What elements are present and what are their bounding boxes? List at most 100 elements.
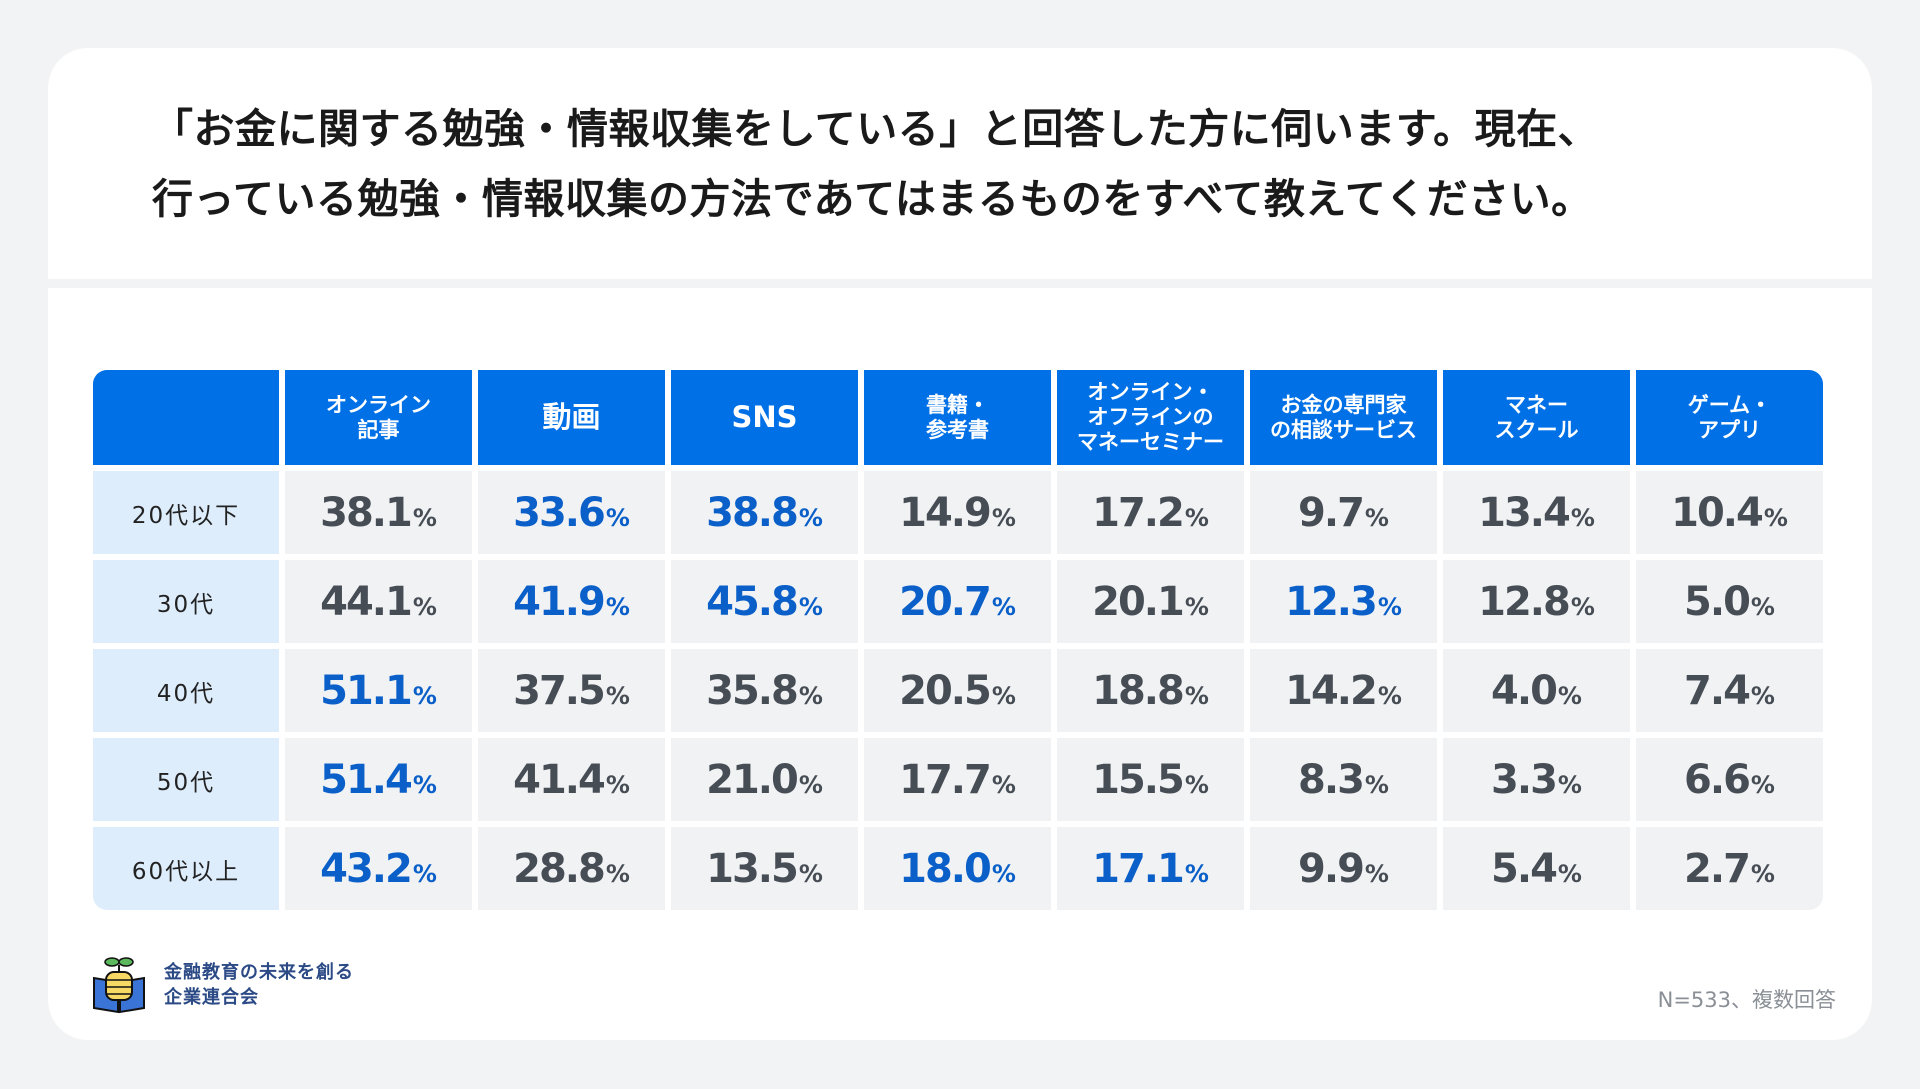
percentage-number: 35.8 bbox=[706, 667, 799, 714]
percentage-value: 38.1% bbox=[320, 490, 437, 536]
column-header: SNS bbox=[671, 370, 858, 465]
percentage-value: 17.7% bbox=[899, 757, 1016, 803]
percent-sign: % bbox=[1377, 592, 1402, 621]
percentage-number: 18.8 bbox=[1092, 667, 1185, 714]
percentage-number: 5.0 bbox=[1684, 578, 1751, 625]
percent-sign: % bbox=[1750, 592, 1775, 621]
percentage-number: 12.8 bbox=[1478, 578, 1571, 625]
percentage-value: 20.7% bbox=[899, 579, 1016, 625]
table-cell: 4.0% bbox=[1443, 649, 1630, 732]
percentage-number: 37.5 bbox=[513, 667, 606, 714]
percent-sign: % bbox=[412, 681, 437, 710]
table-cell: 41.9% bbox=[478, 560, 665, 643]
table-cell: 21.0% bbox=[671, 738, 858, 821]
percentage-number: 38.8 bbox=[706, 489, 799, 536]
percentage-number: 3.3 bbox=[1491, 756, 1558, 803]
table-cell: 45.8% bbox=[671, 560, 858, 643]
table-cell: 43.2% bbox=[285, 827, 472, 910]
row-label: 30代 bbox=[93, 560, 279, 643]
column-header-line: SNS bbox=[731, 400, 798, 434]
column-header: ゲーム・ アプリ bbox=[1636, 370, 1823, 465]
table-cell: 12.3% bbox=[1250, 560, 1437, 643]
column-header: お金の専門家 の相談サービス bbox=[1250, 370, 1437, 465]
percentage-number: 44.1 bbox=[320, 578, 413, 625]
percentage-number: 14.9 bbox=[899, 489, 992, 536]
percentage-value: 9.7% bbox=[1298, 490, 1389, 536]
table-cell: 8.3% bbox=[1250, 738, 1437, 821]
percentage-value: 3.3% bbox=[1491, 757, 1582, 803]
percentage-number: 8.3 bbox=[1298, 756, 1365, 803]
table-cell: 13.4% bbox=[1443, 471, 1630, 554]
percentage-number: 13.4 bbox=[1478, 489, 1571, 536]
percentage-number: 5.4 bbox=[1491, 845, 1558, 892]
percentage-number: 14.2 bbox=[1285, 667, 1378, 714]
table-cell: 28.8% bbox=[478, 827, 665, 910]
table-cell: 51.1% bbox=[285, 649, 472, 732]
column-header-line: の相談サービス bbox=[1270, 417, 1417, 442]
table-cell: 17.2% bbox=[1057, 471, 1244, 554]
table-row: 30代 44.1% 41.9% 45.8% 20.7% 20.1% 12.3% 12.8% 5.… bbox=[93, 560, 1823, 643]
percent-sign: % bbox=[1557, 770, 1582, 799]
percent-sign: % bbox=[991, 503, 1016, 532]
column-header-line: マネー bbox=[1505, 392, 1568, 417]
column-header-line: アプリ bbox=[1698, 417, 1761, 442]
survey-card: 「お金に関する勉強・情報収集をしている」と回答した方に伺います。現在、 行ってい… bbox=[48, 48, 1872, 1040]
percentage-value: 21.0% bbox=[706, 757, 823, 803]
percentage-number: 17.1 bbox=[1092, 845, 1185, 892]
percentage-number: 13.5 bbox=[706, 845, 799, 892]
percentage-number: 21.0 bbox=[706, 756, 799, 803]
percentage-value: 51.1% bbox=[320, 668, 437, 714]
title-line-1: 「お金に関する勉強・情報収集をしている」と回答した方に伺います。現在、 bbox=[152, 104, 1600, 153]
table-cell: 2.7% bbox=[1636, 827, 1823, 910]
percentage-value: 20.1% bbox=[1092, 579, 1209, 625]
percent-sign: % bbox=[798, 770, 823, 799]
percent-sign: % bbox=[605, 681, 630, 710]
percentage-number: 28.8 bbox=[513, 845, 606, 892]
percentage-number: 20.5 bbox=[899, 667, 992, 714]
percentage-number: 41.4 bbox=[513, 756, 606, 803]
percentage-value: 35.8% bbox=[706, 668, 823, 714]
table-cell: 12.8% bbox=[1443, 560, 1630, 643]
table-cell: 20.5% bbox=[864, 649, 1051, 732]
percentage-value: 14.9% bbox=[899, 490, 1016, 536]
percentage-value: 18.0% bbox=[899, 846, 1016, 892]
column-header: オンライン 記事 bbox=[285, 370, 472, 465]
column-header-line: オンライン bbox=[326, 392, 431, 417]
percent-sign: % bbox=[1184, 770, 1209, 799]
table-cell: 10.4% bbox=[1636, 471, 1823, 554]
percent-sign: % bbox=[605, 859, 630, 888]
percent-sign: % bbox=[1750, 770, 1775, 799]
table-cell: 35.8% bbox=[671, 649, 858, 732]
percentage-number: 17.2 bbox=[1092, 489, 1185, 536]
table-cell: 17.1% bbox=[1057, 827, 1244, 910]
percentage-number: 33.6 bbox=[513, 489, 606, 536]
column-header-line: 参考書 bbox=[926, 417, 989, 442]
organization-name: 金融教育の未来を創る 企業連合会 bbox=[164, 960, 354, 1010]
percent-sign: % bbox=[798, 592, 823, 621]
percentage-value: 45.8% bbox=[706, 579, 823, 625]
percent-sign: % bbox=[798, 681, 823, 710]
percentage-number: 15.5 bbox=[1092, 756, 1185, 803]
percentage-value: 41.4% bbox=[513, 757, 630, 803]
percentage-value: 2.7% bbox=[1684, 846, 1775, 892]
percent-sign: % bbox=[798, 859, 823, 888]
table-cell: 20.7% bbox=[864, 560, 1051, 643]
percentage-number: 20.1 bbox=[1092, 578, 1185, 625]
percent-sign: % bbox=[991, 592, 1016, 621]
column-header-line: スクール bbox=[1494, 417, 1579, 442]
percentage-number: 17.7 bbox=[899, 756, 992, 803]
percent-sign: % bbox=[1184, 503, 1209, 532]
column-header: マネー スクール bbox=[1443, 370, 1630, 465]
percentage-number: 43.2 bbox=[320, 845, 413, 892]
percentage-number: 10.4 bbox=[1671, 489, 1764, 536]
percent-sign: % bbox=[1364, 503, 1389, 532]
percentage-number: 2.7 bbox=[1684, 845, 1751, 892]
column-header-line: 動画 bbox=[542, 400, 601, 434]
percentage-value: 20.5% bbox=[899, 668, 1016, 714]
percent-sign: % bbox=[1750, 681, 1775, 710]
percentage-value: 4.0% bbox=[1491, 668, 1582, 714]
percentage-number: 9.7 bbox=[1298, 489, 1365, 536]
table-cell: 15.5% bbox=[1057, 738, 1244, 821]
percentage-number: 18.0 bbox=[899, 845, 992, 892]
organization-logo: 金融教育の未来を創る 企業連合会 bbox=[90, 956, 354, 1014]
